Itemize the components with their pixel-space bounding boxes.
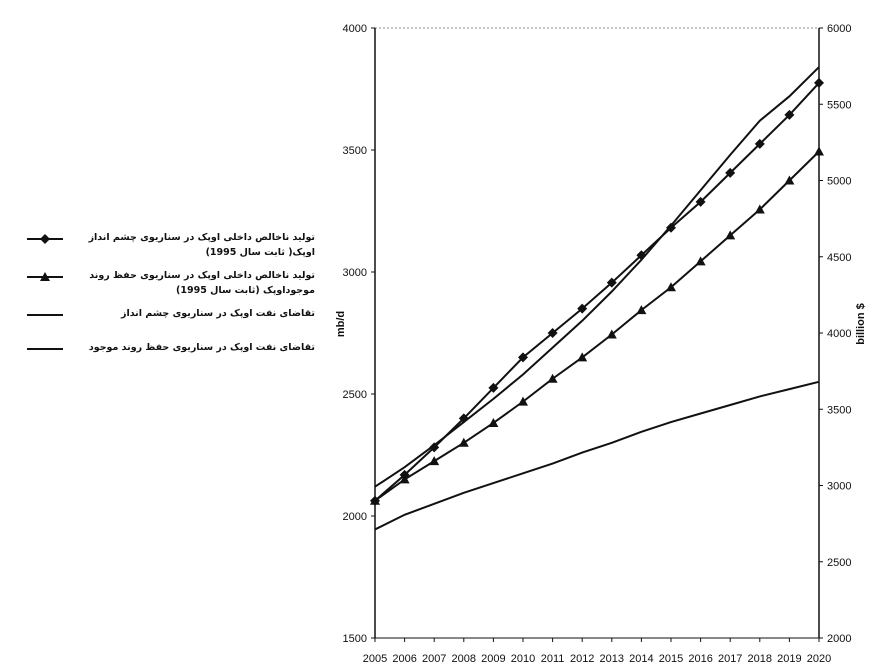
right-axis-title: billion $ bbox=[854, 303, 867, 345]
left-axis-ticks: 1500 2000 2500 3000 3500 4000 bbox=[343, 23, 375, 645]
plot-area bbox=[374, 27, 820, 639]
triangle-point bbox=[695, 256, 706, 266]
diamond-point bbox=[429, 442, 440, 453]
legend-triangle-marker-icon bbox=[27, 272, 63, 281]
x-tick-label: 2010 bbox=[511, 653, 535, 665]
diamond-point bbox=[814, 77, 824, 88]
x-tick-label: 2012 bbox=[570, 653, 594, 665]
legend-item-1: تولید ناخالص داخلی اوپک در سناریوی چشم ا… bbox=[0, 230, 315, 260]
right-tick-label: 5500 bbox=[827, 99, 851, 111]
x-tick-label: 2015 bbox=[659, 653, 683, 665]
legend-label-2: تولید ناخالص داخلی اوپک در سناریوی حفظ ر… bbox=[89, 270, 315, 296]
legend-label-3: تقاضای نفت اوپک در سناریوی چشم انداز bbox=[120, 308, 315, 319]
x-tick-label: 2007 bbox=[422, 653, 446, 665]
right-tick-label: 6000 bbox=[827, 23, 851, 35]
left-tick-label: 1500 bbox=[343, 633, 367, 645]
triangle-point bbox=[547, 373, 558, 383]
triangle-point bbox=[429, 456, 440, 466]
x-tick-label: 2008 bbox=[452, 653, 476, 665]
x-tick-label: 2019 bbox=[777, 653, 801, 665]
diamond-point bbox=[547, 328, 558, 338]
left-axis-title: mb/d bbox=[335, 310, 348, 338]
series-line-3 bbox=[374, 66, 820, 488]
diamond-point bbox=[695, 196, 706, 207]
left-tick-label: 2000 bbox=[343, 511, 367, 523]
legend-item-3: تقاضای نفت اوپک در سناریوی چشم انداز bbox=[0, 306, 315, 322]
legend-label-1: تولید ناخالص داخلی اوپک در سناریوی چشم ا… bbox=[88, 232, 315, 258]
right-tick-label: 4000 bbox=[827, 328, 851, 340]
x-tick-label: 2016 bbox=[688, 653, 712, 665]
right-tick-label: 3000 bbox=[827, 481, 851, 493]
triangle-point bbox=[370, 495, 380, 505]
right-tick-label: 2500 bbox=[827, 557, 851, 569]
triangle-point bbox=[636, 305, 647, 315]
series-line-4 bbox=[374, 380, 820, 531]
left-tick-label: 4000 bbox=[343, 23, 367, 35]
x-tick-label: 2005 bbox=[363, 653, 387, 665]
x-tick-label: 2006 bbox=[392, 653, 416, 665]
right-tick-label: 3500 bbox=[827, 404, 851, 416]
diamond-point bbox=[488, 382, 499, 393]
triangle-point bbox=[458, 437, 469, 447]
legend: تولید ناخالص داخلی اوپک در سناریوی چشم ا… bbox=[0, 230, 315, 364]
diamond-point bbox=[784, 109, 795, 120]
left-tick-label: 3000 bbox=[343, 267, 367, 279]
triangle-point bbox=[577, 352, 588, 362]
triangle-point bbox=[814, 146, 824, 156]
right-tick-label: 2000 bbox=[827, 633, 851, 645]
triangle-point bbox=[754, 204, 765, 214]
left-tick-label: 2500 bbox=[343, 389, 367, 401]
diamond-point bbox=[606, 277, 617, 288]
triangle-point bbox=[518, 396, 528, 406]
diamond-point bbox=[518, 352, 528, 363]
legend-line-icon bbox=[27, 314, 63, 316]
diamond-point bbox=[725, 167, 736, 178]
triangle-point bbox=[666, 282, 676, 292]
triangle-point bbox=[399, 474, 410, 484]
legend-label-4: تقاضای نفت اوپک در سناریوی حفظ روند موجو… bbox=[88, 342, 315, 353]
diamond-point bbox=[666, 222, 676, 233]
triangle-point bbox=[488, 417, 499, 427]
x-axis-ticks: 2005 2006 2007 2008 2009 2010 2011 2012 2013 2014… bbox=[363, 638, 831, 665]
right-tick-label: 4500 bbox=[827, 252, 851, 264]
x-tick-label: 2018 bbox=[748, 653, 772, 665]
right-tick-label: 5000 bbox=[827, 176, 851, 188]
right-axis-ticks: 2000 2500 3000 3500 4000 4500 5000 5500 6000 bbox=[819, 23, 851, 645]
diamond-point bbox=[754, 138, 765, 149]
x-tick-label: 2013 bbox=[600, 653, 624, 665]
series-line-2 bbox=[374, 150, 820, 502]
x-tick-label: 2011 bbox=[541, 653, 565, 665]
series-layer bbox=[370, 66, 824, 531]
legend-diamond-marker-icon bbox=[27, 234, 63, 244]
triangle-point bbox=[725, 230, 736, 240]
x-tick-label: 2014 bbox=[629, 653, 653, 665]
series-line-1 bbox=[374, 82, 820, 502]
triangle-point bbox=[606, 329, 617, 339]
left-tick-label: 3500 bbox=[343, 145, 367, 157]
legend-item-2: تولید ناخالص داخلی اوپک در سناریوی حفظ ر… bbox=[0, 268, 315, 298]
legend-line-icon bbox=[27, 348, 63, 350]
diamond-point bbox=[577, 303, 588, 314]
x-tick-label: 2017 bbox=[718, 653, 742, 665]
triangle-point bbox=[784, 175, 795, 185]
x-tick-label: 2020 bbox=[807, 653, 831, 665]
legend-item-4: تقاضای نفت اوپک در سناریوی حفظ روند موجو… bbox=[0, 340, 315, 356]
x-tick-label: 2009 bbox=[481, 653, 505, 665]
